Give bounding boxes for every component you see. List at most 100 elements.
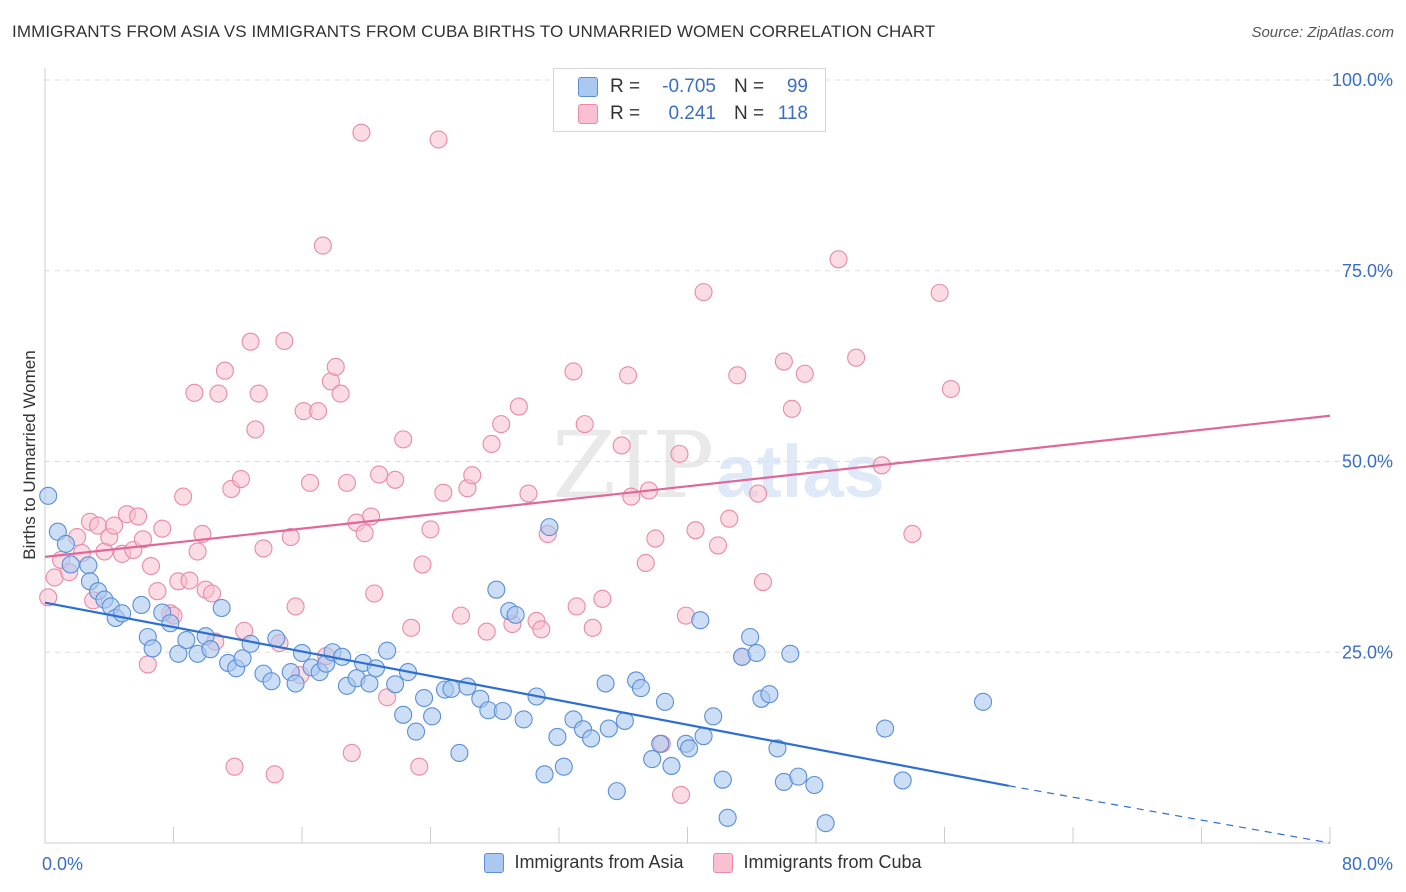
asia-series-points [39, 486, 993, 833]
asia-point [760, 685, 779, 704]
cuba-point [482, 434, 501, 454]
legend-r-label: R = [610, 103, 641, 124]
asia-point [212, 598, 231, 618]
cuba-point [753, 573, 773, 592]
stats-legend: R = -0.705 N = 99 R = 0.241 N = 118 [553, 68, 826, 132]
asia-point [876, 719, 895, 738]
legend-label-cuba: Immigrants from Cuba [743, 852, 922, 872]
axes [44, 68, 1331, 844]
asia-point [423, 707, 442, 726]
cuba-point [180, 571, 199, 590]
asia-point [406, 722, 426, 741]
legend-r-value: -0.705 [662, 76, 716, 97]
asia-point [333, 647, 352, 666]
cuba-point [720, 509, 739, 528]
asia-point [973, 692, 993, 711]
cuba-point [331, 384, 350, 403]
cuba-point [402, 618, 421, 637]
asia-point [132, 595, 151, 614]
cuba-point [434, 483, 453, 502]
asia-point [691, 611, 710, 630]
asia-point [506, 605, 525, 624]
asia-point [286, 674, 305, 693]
asia-point [540, 518, 559, 537]
legend-item-asia[interactable]: Immigrants from Asia [484, 852, 683, 873]
cuba-point [153, 519, 172, 538]
asia-point [378, 641, 397, 660]
legend-r-value: 0.241 [668, 103, 716, 124]
cuba-point [575, 415, 594, 434]
cuba-point [583, 618, 602, 637]
cuba-point [672, 785, 691, 804]
cuba-point [313, 236, 332, 255]
cuba-point [342, 743, 361, 763]
cuba-point [241, 332, 260, 351]
y-tick-label: 50.0% [1342, 452, 1393, 472]
cuba-point [829, 250, 848, 269]
asia-point [143, 639, 162, 658]
cuba-point [567, 597, 586, 616]
cuba-point [246, 420, 265, 439]
cuba-point [795, 364, 814, 383]
cuba-point [286, 597, 305, 616]
asia-point [789, 767, 808, 786]
cuba-point [352, 123, 371, 142]
cuba-point [225, 757, 244, 776]
cuba-point [386, 470, 405, 489]
asia-point [816, 814, 835, 833]
chart-title: IMMIGRANTS FROM ASIA VS IMMIGRANTS FROM … [12, 22, 936, 41]
asia-regression-extension [1008, 785, 1331, 844]
asia-point [704, 707, 723, 726]
asia-point [582, 729, 601, 748]
cuba-point [370, 465, 389, 484]
legend-n-label: N = [734, 76, 765, 97]
asia-point [386, 675, 405, 694]
asia-point [631, 679, 650, 698]
asia-point [596, 674, 615, 693]
cuba-point [612, 436, 631, 455]
cuba-point [930, 283, 949, 302]
legend-item-cuba[interactable]: Immigrants from Cuba [713, 852, 922, 873]
cuba-point [39, 588, 58, 607]
cuba-point [532, 620, 551, 639]
asia-point [366, 659, 385, 678]
asia-point [458, 677, 477, 696]
x-tick-label-min: 0.0% [42, 854, 83, 874]
y-tick-label: 75.0% [1342, 261, 1393, 281]
cuba-regression-line [44, 414, 1331, 558]
legend-n-value: 99 [786, 76, 808, 97]
asia-point [548, 727, 567, 746]
legend-swatch-cuba [578, 104, 598, 124]
asia-point [805, 775, 824, 795]
asia-point [493, 701, 512, 721]
cuba-point [326, 357, 345, 376]
asia-point [514, 710, 533, 729]
asia-point [61, 555, 80, 574]
asia-point [599, 719, 618, 738]
cuba-point [394, 430, 413, 449]
grid-lines [45, 79, 1392, 653]
asia-point [694, 727, 713, 746]
cuba-point [941, 379, 960, 399]
asia-point [262, 672, 281, 691]
watermark-atlas: atlas [716, 430, 885, 513]
cuba-point [622, 487, 641, 506]
asia-point [554, 757, 573, 776]
cuba-point [519, 484, 538, 503]
cuba-point [646, 529, 665, 548]
cuba-point [203, 584, 222, 603]
legend-swatch-cuba [713, 852, 734, 873]
cuba-point [774, 352, 793, 371]
source-label: Source: ZipAtlas.com [1251, 24, 1394, 41]
cuba-point [421, 520, 440, 539]
asia-point [747, 643, 766, 663]
legend-row-asia: R = -0.705 N = 99 [578, 75, 808, 99]
asia-point [56, 534, 75, 553]
cuba-point [378, 688, 397, 707]
asia-point [415, 688, 434, 708]
cuba-point [265, 765, 284, 784]
cuba-point [686, 521, 705, 540]
legend-row-cuba: R = 0.241 N = 118 [578, 102, 808, 126]
cuba-point [249, 384, 268, 403]
